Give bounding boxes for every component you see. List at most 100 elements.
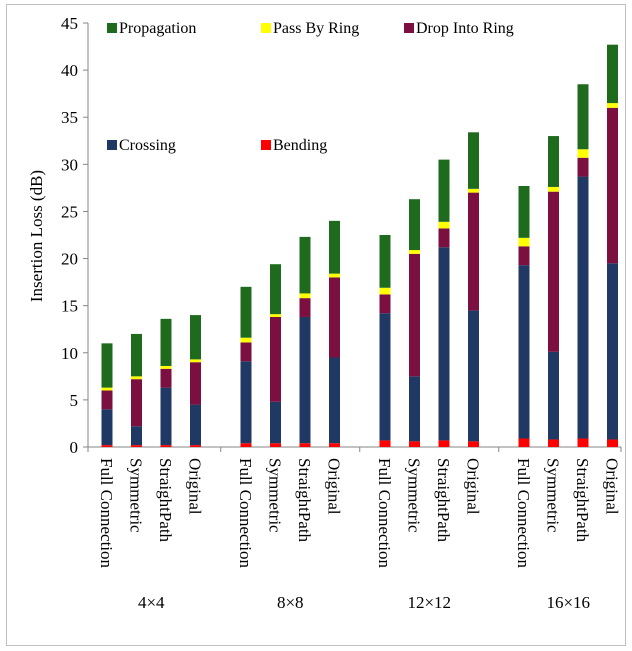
bar-segment-crossing bbox=[131, 426, 142, 446]
bar-segment-propagation bbox=[468, 132, 479, 189]
x-category-label: Symmetric bbox=[405, 458, 424, 533]
bar-segment-pass-by-ring bbox=[270, 314, 281, 317]
bar-segment-propagation bbox=[518, 186, 530, 238]
bar-segment-bending bbox=[548, 439, 559, 447]
bar-segment-propagation bbox=[379, 235, 391, 288]
bar-segment-propagation bbox=[240, 286, 252, 338]
bar-segment-bending bbox=[190, 445, 201, 447]
bar-segment-propagation bbox=[607, 44, 618, 104]
bar-segment-crossing bbox=[409, 376, 420, 442]
bar-segment-propagation bbox=[299, 236, 311, 294]
bar-segment-drop-into-ring bbox=[468, 192, 479, 311]
x-category-label: Full Connection bbox=[375, 458, 394, 569]
y-tick-label: 35 bbox=[61, 108, 78, 127]
bar-segment-crossing bbox=[190, 404, 201, 446]
bars bbox=[101, 44, 618, 447]
y-tick-label: 25 bbox=[61, 202, 78, 221]
x-category-label: Symmetric bbox=[544, 458, 563, 533]
bar-segment-drop-into-ring bbox=[409, 253, 420, 377]
bar-segment-drop-into-ring bbox=[607, 107, 618, 264]
y-tick-label: 5 bbox=[70, 391, 79, 410]
bar-segment-pass-by-ring bbox=[101, 387, 113, 391]
bar-segment-propagation bbox=[548, 136, 559, 187]
x-category-label: Symmetric bbox=[266, 458, 285, 533]
bar-segment-drop-into-ring bbox=[101, 390, 113, 410]
x-category-label: Original bbox=[186, 458, 205, 515]
bar-segment-bending bbox=[131, 445, 142, 447]
bar-segment-crossing bbox=[468, 310, 479, 442]
x-group-label: 16×16 bbox=[546, 593, 590, 612]
bar-segment-pass-by-ring bbox=[190, 359, 201, 363]
axes: 0 5 10 15 20 25 30 35 40 45 bbox=[61, 14, 622, 457]
bar-segment-bending bbox=[518, 438, 530, 447]
bar-segment-pass-by-ring bbox=[329, 273, 340, 278]
bar-segment-drop-into-ring bbox=[379, 294, 391, 314]
x-category-label: Symmetric bbox=[127, 458, 146, 533]
bar-segment-pass-by-ring bbox=[577, 149, 589, 158]
x-category-label: StraightPath bbox=[573, 458, 592, 543]
x-group-label: 12×12 bbox=[407, 593, 451, 612]
bar-segment-propagation bbox=[329, 220, 340, 274]
bar-segment-propagation bbox=[270, 264, 281, 315]
legend-swatch bbox=[261, 140, 271, 150]
legend-swatch bbox=[404, 23, 414, 33]
bar-segment-crossing bbox=[299, 316, 311, 444]
y-tick-label: 20 bbox=[61, 250, 78, 269]
bar-segment-propagation bbox=[438, 159, 450, 222]
x-category-label: StraightPath bbox=[434, 458, 453, 543]
bar-segment-pass-by-ring bbox=[240, 337, 252, 343]
bar-segment-crossing bbox=[270, 401, 281, 444]
legend-label: Bending bbox=[273, 137, 327, 154]
bar-segment-drop-into-ring bbox=[131, 379, 142, 427]
bar-segment-drop-into-ring bbox=[577, 157, 589, 177]
bar-segment-propagation bbox=[101, 343, 113, 388]
bar-segment-drop-into-ring bbox=[190, 362, 201, 405]
bar-segment-drop-into-ring bbox=[329, 277, 340, 358]
bar-segment-drop-into-ring bbox=[270, 316, 281, 402]
legend-label: Propagation bbox=[119, 20, 196, 37]
bar-segment-crossing bbox=[438, 247, 450, 441]
x-category-label: StraightPath bbox=[156, 458, 175, 543]
bar-segment-crossing bbox=[607, 263, 618, 440]
category-labels: Full Connection Symmetric StraightPath Orig… bbox=[97, 458, 622, 569]
bar-segment-bending bbox=[409, 441, 420, 447]
legend-label: Drop Into Ring bbox=[416, 20, 514, 37]
legend-swatch bbox=[107, 23, 117, 33]
bar-segment-bending bbox=[379, 440, 391, 447]
bar-segment-pass-by-ring bbox=[438, 221, 450, 229]
y-tick-label: 0 bbox=[70, 438, 79, 457]
x-category-label: Original bbox=[325, 458, 344, 515]
bar-segment-bending bbox=[160, 445, 172, 447]
legend-swatch bbox=[261, 23, 271, 33]
x-category-label: StraightPath bbox=[295, 458, 314, 543]
bar-segment-bending bbox=[299, 443, 311, 447]
bar-segment-pass-by-ring bbox=[518, 237, 530, 247]
bar-segment-propagation bbox=[409, 199, 420, 251]
bar-segment-crossing bbox=[518, 265, 530, 439]
y-tick-label: 40 bbox=[61, 61, 78, 80]
bar-segment-crossing bbox=[329, 357, 340, 444]
bar-segment-pass-by-ring bbox=[548, 186, 559, 192]
bar-segment-drop-into-ring bbox=[548, 191, 559, 352]
bar-segment-pass-by-ring bbox=[299, 293, 311, 299]
bar-segment-bending bbox=[329, 443, 340, 447]
x-category-label: Full Connection bbox=[97, 458, 116, 569]
group-labels: 4×4 8×8 12×12 16×16 bbox=[138, 593, 590, 612]
x-category-label: Original bbox=[464, 458, 483, 515]
x-category-label: Original bbox=[603, 458, 622, 515]
bar-segment-crossing bbox=[548, 351, 559, 440]
bar-segment-drop-into-ring bbox=[438, 228, 450, 248]
bar-segment-crossing bbox=[160, 387, 172, 446]
bar-segment-bending bbox=[577, 438, 589, 447]
bar-segment-pass-by-ring bbox=[379, 287, 391, 295]
bar-segment-bending bbox=[101, 445, 113, 447]
bar-segment-pass-by-ring bbox=[409, 250, 420, 254]
bar-segment-pass-by-ring bbox=[607, 103, 618, 108]
y-tick-label: 15 bbox=[61, 297, 78, 316]
legend-label: Crossing bbox=[119, 137, 176, 154]
bar-segment-bending bbox=[240, 443, 252, 447]
bar-segment-propagation bbox=[160, 318, 172, 366]
bar-segment-bending bbox=[270, 443, 281, 447]
x-category-label: Full Connection bbox=[514, 458, 533, 569]
y-axis-title: Insertion Loss (dB) bbox=[27, 170, 46, 302]
